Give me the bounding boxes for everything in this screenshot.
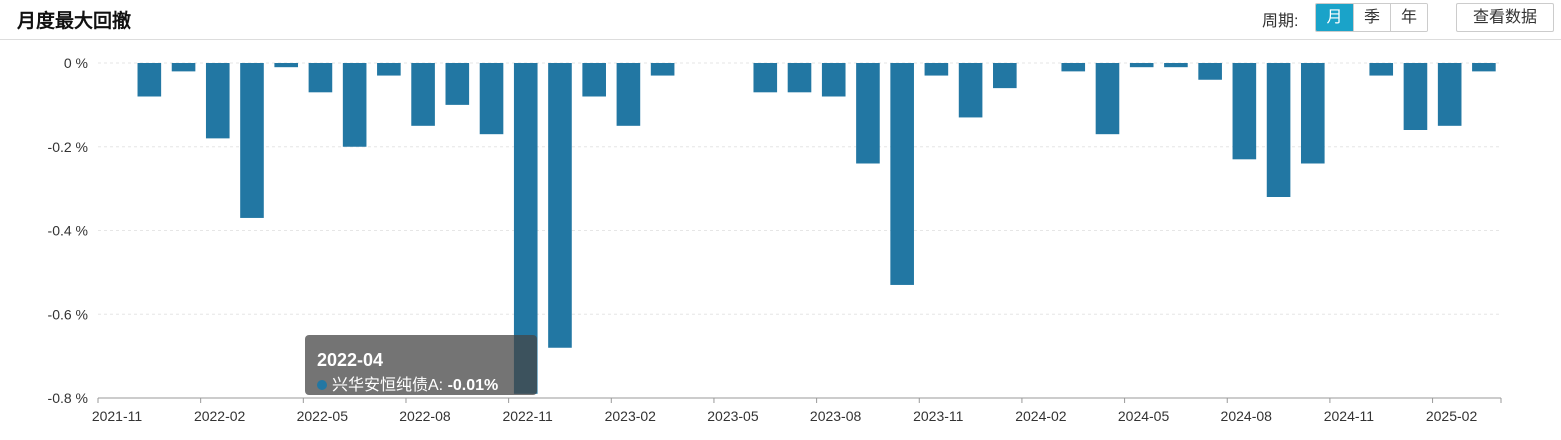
bars: [137, 63, 1496, 394]
tooltip-value: -0.01%: [447, 377, 499, 394]
tooltip-title: 2022-04: [317, 350, 384, 370]
bar-2023-12: [958, 63, 983, 118]
bar-2022-06: [342, 63, 367, 147]
bar-2022-05: [308, 63, 333, 93]
x-tick-label: 2023-02: [605, 408, 657, 424]
drawdown-bar-chart: 0 % -0.2 % -0.4 % -0.6 % -0.8 % 2021-11 2022-…: [48, 55, 1502, 424]
x-tick-label: 2022-08: [399, 408, 451, 424]
bar-2022-07: [377, 63, 401, 76]
bar-2025-01: [1403, 63, 1428, 130]
grid-lines: [98, 62, 1501, 315]
bar-2024-05: [1129, 63, 1154, 68]
bar-2023-03: [650, 63, 675, 76]
bar-2024-12: [1369, 63, 1394, 76]
x-tick-label: 2022-02: [194, 408, 246, 424]
x-tick-label: 2023-05: [707, 408, 759, 424]
bar-2024-06: [1164, 63, 1188, 68]
x-tick-label: 2024-08: [1221, 408, 1273, 424]
bar-2025-02: [1437, 63, 1462, 126]
x-axis: 2021-11 2022-02 2022-05 2022-08 2022-11 2023-…: [92, 397, 1502, 424]
chart-tooltip: 2022-04 兴华安恒纯债A: -0.01%: [305, 335, 537, 395]
y-tick-label: -0.2 %: [48, 139, 88, 155]
period-selector: 月 季 年: [1315, 3, 1428, 32]
bar-2024-04: [1095, 63, 1120, 135]
bar-2023-06: [753, 63, 778, 93]
view-data-button[interactable]: 查看数据: [1456, 3, 1554, 32]
chart-header: 月度最大回撤 周期: 月 季 年 查看数据: [0, 0, 1561, 40]
period-label: 周期:: [1262, 13, 1299, 30]
bar-2024-07: [1198, 63, 1222, 80]
bar-2024-01: [993, 63, 1017, 89]
x-tick-label: 2021-11: [92, 408, 143, 424]
bar-2022-04: [274, 63, 299, 68]
bar-2023-02: [616, 63, 641, 126]
bar-2022-11: [513, 63, 538, 394]
x-tick-label: 2022-11: [502, 408, 553, 424]
bar-2021-12: [137, 63, 162, 97]
x-tick-label: 2023-08: [810, 408, 862, 424]
bar-2022-01: [171, 63, 196, 72]
series-dot-icon: [317, 380, 327, 390]
x-tick-label: 2022-05: [297, 408, 349, 424]
bar-2022-08: [411, 63, 435, 126]
bar-2022-12: [548, 63, 572, 348]
bar-2024-03: [1061, 63, 1086, 72]
bar-2024-09: [1266, 63, 1291, 197]
y-axis-ticks: 0 % -0.2 % -0.4 % -0.6 % -0.8 %: [48, 55, 88, 406]
x-tick-label: 2024-02: [1015, 408, 1067, 424]
bar-2024-10: [1300, 63, 1325, 164]
bar-2022-03: [240, 63, 264, 218]
x-tick-label: 2024-05: [1118, 408, 1170, 424]
bar-2025-03: [1472, 63, 1496, 72]
x-tick-label: 2024-11: [1324, 408, 1375, 424]
bar-2023-10: [890, 63, 914, 285]
period-year-button[interactable]: 年: [1390, 4, 1427, 31]
y-tick-label: -0.6 %: [48, 306, 88, 322]
bar-2022-02: [205, 63, 230, 139]
y-tick-label: -0.4 %: [48, 223, 88, 239]
bar-2023-07: [787, 63, 812, 93]
y-tick-label: -0.8 %: [48, 390, 88, 406]
bar-2022-09: [445, 63, 470, 105]
bar-2023-01: [582, 63, 606, 97]
bar-2023-08: [821, 63, 846, 97]
bar-2023-09: [856, 63, 880, 164]
x-tick-label: 2023-11: [913, 408, 964, 424]
bar-2024-08: [1232, 63, 1257, 160]
tooltip-row: 兴华安恒纯债A: -0.01%: [317, 375, 525, 397]
x-tick-label: 2025-02: [1426, 408, 1478, 424]
bar-2022-10: [479, 63, 504, 135]
tooltip-series-name: 兴华安恒纯债A:: [332, 377, 444, 394]
period-month-button[interactable]: 月: [1316, 4, 1353, 31]
bar-2023-11: [924, 63, 949, 76]
y-tick-label: 0 %: [64, 55, 88, 71]
period-quarter-button[interactable]: 季: [1353, 4, 1390, 31]
page-title: 月度最大回撤: [17, 11, 132, 32]
